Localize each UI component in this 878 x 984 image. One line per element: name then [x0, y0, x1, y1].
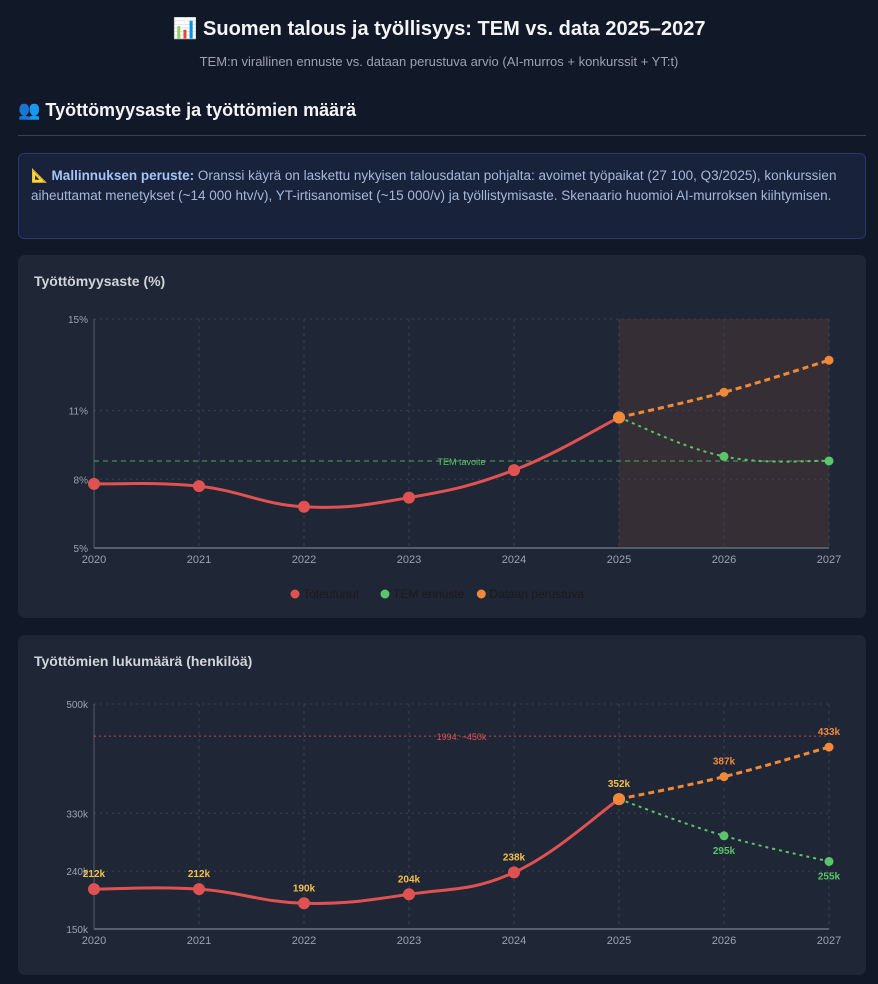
- page-subtitle: TEM:n virallinen ennuste vs. dataan peru…: [199, 54, 679, 69]
- x-tick-label: 2020: [82, 554, 106, 566]
- y-tick-label: 8%: [74, 475, 89, 486]
- unemployed-count-card: Työttömien lukumäärä (henkilöä) 2020 2021…: [18, 635, 866, 975]
- x-tick-label: 2024: [502, 554, 526, 566]
- data-point: [824, 857, 834, 866]
- y-tick-label: 11%: [69, 407, 88, 418]
- y-tick-label: 330k: [66, 809, 89, 820]
- data-point: [719, 831, 729, 841]
- x-tick-label: 2021: [187, 554, 211, 566]
- series-line-Dataan perustuva: [618, 358, 830, 419]
- data-label: 352k: [608, 779, 631, 790]
- x-tick-label: 2023: [397, 935, 421, 947]
- data-label: 212k: [188, 869, 211, 880]
- data-label: 212k: [83, 869, 106, 880]
- series-line-Dataan perustuva: [618, 745, 830, 801]
- legend-item: TEM ennuste: [393, 587, 465, 601]
- data-point: [508, 464, 520, 477]
- data-point: [824, 355, 834, 365]
- data-point: [824, 742, 834, 752]
- chart-title: Työttömien lukumäärä (henkilöä): [34, 653, 253, 669]
- x-tick-label: 2023: [397, 554, 421, 566]
- data-label: 255k: [818, 872, 841, 883]
- data-label: 190k: [293, 883, 316, 894]
- section-title: 👥 Työttömyysaste ja työttömien määrä: [18, 100, 357, 120]
- data-point: [193, 480, 205, 493]
- data-label: 433k: [818, 727, 841, 738]
- x-tick-label: 2020: [82, 935, 106, 947]
- data-point: [719, 387, 729, 397]
- x-tick-label: 2025: [607, 935, 631, 947]
- data-point: [613, 793, 625, 806]
- x-tick-label: 2025: [607, 554, 631, 566]
- x-tick-label: 2022: [292, 554, 316, 566]
- reference-label: 1994: ~450k: [437, 732, 487, 742]
- unemployment-rate-chart: 2020 2021 2022 2023 2024 2025 2026 2027 5% 8% 11% 1…: [68, 315, 841, 601]
- page-title: 📊 Suomen talous ja työllisyys: TEM vs. d…: [172, 18, 706, 40]
- data-point: [403, 491, 415, 504]
- x-tick-label: 2022: [292, 935, 316, 947]
- y-tick-label: 5%: [74, 544, 89, 555]
- unemployed-count-chart: 2020 2021 2022 2023 2024 2025 2026 2027 150k 240k…: [66, 700, 841, 947]
- x-tick-label: 2026: [712, 554, 736, 566]
- y-tick-label: 240k: [66, 867, 89, 878]
- y-tick-label: 500k: [66, 700, 89, 711]
- data-point: [508, 866, 520, 879]
- x-tick-label: 2027: [817, 554, 841, 566]
- x-tick-label: 2024: [502, 935, 526, 947]
- series-line-Toteutunut: [93, 416, 620, 509]
- data-point: [613, 411, 625, 424]
- data-point: [824, 456, 834, 466]
- data-point: [298, 500, 310, 513]
- x-tick-label: 2021: [187, 935, 211, 947]
- legend-item: Dataan perustuva: [489, 587, 584, 601]
- data-point: [298, 897, 310, 910]
- series-line-Toteutunut: [93, 797, 620, 905]
- legend-marker: [380, 589, 390, 599]
- unemployment-rate-card: Työttömyysaste (%) 2020 2021 2022 2023 2024 2…: [18, 255, 866, 618]
- data-point: [193, 883, 205, 896]
- divider: [18, 135, 866, 136]
- data-point: [719, 451, 729, 461]
- info-box: 📐 Mallinnuksen peruste: Oranssi käyrä on…: [18, 153, 866, 239]
- legend-item: Toteutunut: [303, 587, 360, 601]
- data-label: 295k: [713, 846, 736, 857]
- y-tick-label: 15%: [68, 315, 88, 326]
- data-point: [88, 883, 100, 896]
- data-point: [88, 477, 100, 490]
- legend-marker: [476, 589, 486, 599]
- data-point: [719, 772, 729, 782]
- x-tick-label: 2027: [817, 935, 841, 947]
- reference-label: TEM tavoite: [437, 457, 485, 467]
- info-label: 📐 Mallinnuksen peruste:: [31, 168, 195, 183]
- x-tick-label: 2026: [712, 935, 736, 947]
- data-label: 204k: [398, 874, 421, 885]
- info-text: Oranssi käyrä on laskettu nykyisen talou…: [31, 168, 837, 203]
- legend-marker: [290, 589, 300, 599]
- data-label: 387k: [713, 757, 736, 768]
- chart-title: Työttömyysaste (%): [34, 273, 166, 289]
- data-label: 238k: [503, 852, 526, 863]
- data-point: [403, 888, 415, 901]
- y-tick-label: 150k: [66, 925, 89, 936]
